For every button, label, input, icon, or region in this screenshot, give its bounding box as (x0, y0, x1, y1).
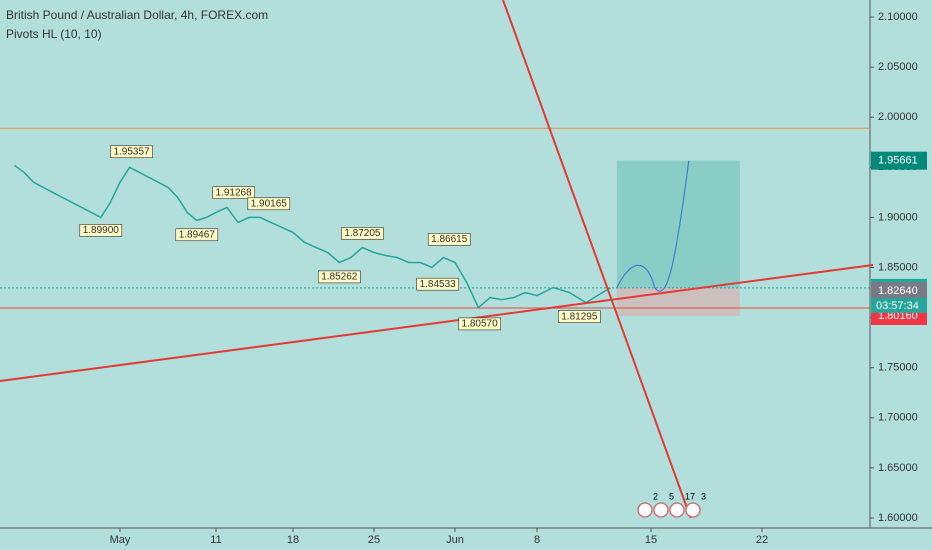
pivot: 1.86615 (427, 233, 471, 246)
x-tick-label: Jun (446, 534, 464, 546)
pivot: 1.81295 (558, 310, 601, 323)
chart-title: British Pound / Australian Dollar, 4h, F… (6, 8, 268, 22)
price-tag-label: 1.95661 (878, 155, 918, 167)
pivot-label: 1.86615 (431, 234, 468, 245)
pivot-label: 1.89467 (179, 229, 216, 240)
pivot-label-box (416, 277, 459, 291)
event-icon (653, 502, 669, 518)
target-zone (616, 160, 740, 288)
trendline (0, 264, 874, 383)
x-tick-label: 25 (368, 534, 380, 546)
pivot-label-box (247, 197, 291, 211)
event-icon (637, 502, 653, 518)
x-tick-label: 8 (534, 534, 540, 546)
pivot: 1.85262 (317, 270, 361, 284)
y-tick-label: 1.70000 (878, 412, 918, 424)
y-tick-label: 1.75000 (878, 362, 918, 374)
price-line (13, 164, 611, 309)
pivot-label: 1.95357 (113, 146, 150, 157)
pivot: 1.80570 (458, 317, 501, 331)
pivot-label-box (458, 317, 501, 331)
y-tick-label: 1.90000 (878, 211, 918, 223)
x-tick-label: 18 (287, 534, 299, 546)
pivot-label: 1.85262 (321, 272, 358, 283)
stop-zone (616, 287, 740, 316)
pivot: 1.87205 (341, 227, 384, 240)
pivot-label: 1.91268 (216, 187, 253, 198)
pivot-label-box (175, 228, 219, 242)
pivot-label-box (558, 310, 601, 323)
pivot-label: 1.90165 (251, 198, 288, 209)
pivot-label: 1.81295 (561, 311, 598, 322)
x-tick-label: 22 (756, 534, 768, 546)
indicator-label: Pivots HL (10, 10) (6, 27, 102, 41)
event-count: 2 (653, 491, 658, 501)
pivot: 1.89900 (79, 224, 123, 237)
countdown: 03:57:34 (876, 300, 919, 312)
event-icon (685, 502, 701, 518)
y-tick-label: 1.60000 (878, 512, 918, 524)
pivot-label: 1.84533 (420, 279, 457, 290)
y-tick-label: 1.65000 (878, 462, 918, 474)
pivot-label-box (341, 227, 384, 240)
pivot: 1.91268 (212, 186, 255, 200)
pivot-label-box (110, 145, 153, 159)
trendline (502, 0, 692, 519)
x-tick-label: May (110, 534, 131, 546)
y-tick-label: 2.10000 (878, 11, 918, 23)
price-tag-label: 1.80160 (878, 310, 918, 322)
pivot-label-box (317, 270, 361, 284)
y-tick-label: 1.85000 (878, 261, 918, 273)
pivot: 1.90165 (247, 197, 291, 211)
pivot: 1.95357 (110, 145, 153, 159)
price-axis (870, 0, 932, 550)
x-tick-label: 15 (645, 534, 657, 546)
event-count: 3 (701, 491, 706, 501)
price-tag-label: 1.82640 (878, 285, 918, 297)
pivot: 1.84533 (416, 277, 459, 291)
pivot-label-box (79, 224, 123, 237)
event-count: 5 (669, 491, 674, 501)
pivot-label-box (427, 233, 471, 246)
y-tick-label: 2.00000 (878, 111, 918, 123)
pivot-label: 1.80570 (462, 319, 499, 330)
pivot-label-box (212, 186, 255, 200)
pivot: 1.89467 (175, 228, 219, 242)
projection (616, 160, 690, 292)
x-tick-label: 11 (210, 534, 221, 546)
event-count: 17 (685, 491, 695, 501)
pivot-label: 1.89900 (83, 225, 120, 236)
y-tick-label: 2.05000 (878, 61, 918, 73)
event-icon (669, 502, 685, 518)
pivot-label: 1.87205 (344, 228, 381, 239)
countdown-box (871, 297, 927, 313)
price-tag (871, 282, 927, 301)
price-tag (871, 151, 927, 170)
